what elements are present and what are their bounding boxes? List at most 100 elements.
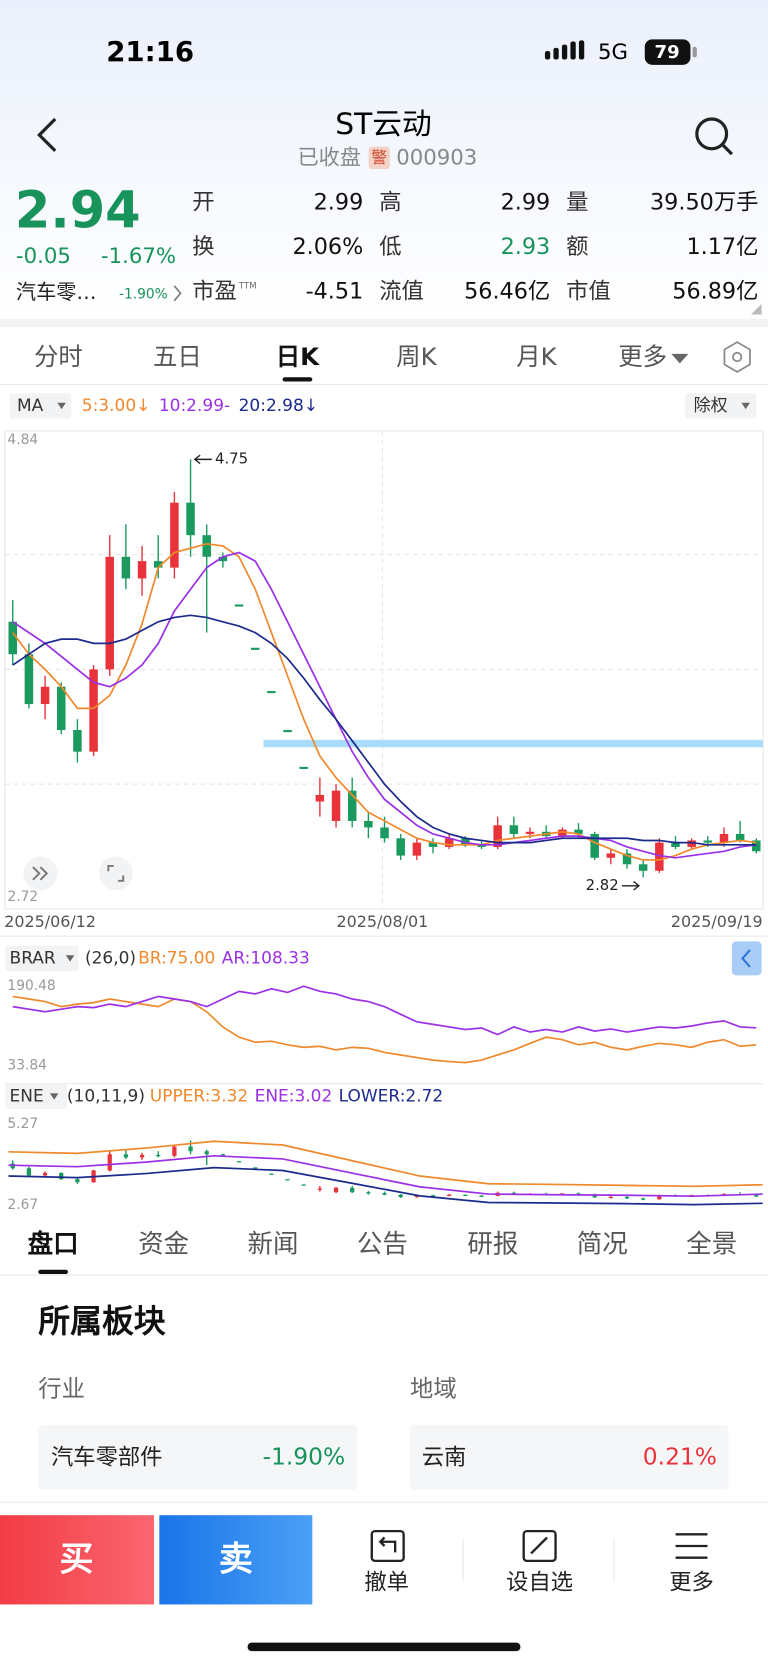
candle-body (153, 561, 163, 568)
detail-tab[interactable]: 简况 (577, 1229, 628, 1259)
detail-tab[interactable]: 资金 (138, 1229, 189, 1259)
field-label: 量 (566, 189, 588, 215)
side-tab[interactable] (731, 941, 762, 976)
side-tab-icon (741, 949, 751, 968)
candle-body (204, 1151, 209, 1155)
watch-icon (522, 1529, 557, 1563)
candle-body (59, 1172, 64, 1180)
period-tab[interactable]: 五日 (153, 342, 202, 371)
field-label: 额 (566, 234, 588, 260)
battery-level: 79 (655, 42, 680, 63)
detail-tab[interactable]: 公告 (357, 1229, 408, 1259)
candle-body (347, 790, 357, 821)
price-line (263, 739, 763, 748)
indicator-select[interactable] (9, 393, 72, 419)
region-name: 云南 (422, 1444, 467, 1470)
candle-body (253, 1167, 258, 1169)
action-label[interactable]: 更多 (669, 1570, 714, 1596)
candle-body (333, 1187, 339, 1193)
candle-body (574, 829, 583, 834)
detail-tab[interactable]: 新闻 (248, 1229, 299, 1259)
x-label: 2025/08/01 (337, 912, 429, 931)
candle-body (24, 654, 34, 705)
buy-label: 买 (59, 1539, 93, 1579)
candle-body (172, 1146, 177, 1156)
ene-select[interactable] (5, 1083, 67, 1110)
sell-button[interactable] (159, 1515, 313, 1605)
back-button[interactable] (37, 117, 57, 153)
legend-entry: ENE:3.02 (255, 1087, 333, 1107)
action-icons (370, 1529, 708, 1563)
period-tab[interactable]: 周K (396, 342, 437, 371)
high-label: 4.75 (215, 449, 248, 467)
legend-entry: 5:3.00↓ (82, 396, 151, 416)
field-value: 2.99 (501, 189, 551, 215)
legend-entry: BR:75.00 (138, 948, 215, 968)
action-label[interactable]: 撤单 (364, 1570, 409, 1596)
candle-body (299, 766, 308, 769)
candle-body (752, 840, 761, 852)
tab-underline (38, 1269, 68, 1274)
settings-icon[interactable] (723, 341, 751, 373)
y-tick-label: 190.48 (7, 978, 55, 994)
adjust-select[interactable] (685, 393, 757, 419)
candle-body (283, 730, 292, 733)
detail-tab[interactable]: 全景 (686, 1229, 737, 1259)
brar-select[interactable] (5, 945, 79, 972)
period-tab[interactable]: 月K (516, 342, 557, 371)
candle-body (463, 1194, 468, 1196)
candle-body (139, 1154, 145, 1158)
candle-body (220, 1154, 226, 1156)
candle-body (687, 840, 696, 847)
candle-body (26, 1168, 32, 1176)
period-tab[interactable]: 更多 (618, 342, 667, 371)
annotation-arrow (193, 454, 212, 465)
candle-body (622, 853, 632, 865)
market-state: 已收盘 (297, 145, 361, 170)
field-label: 换 (192, 234, 214, 260)
region-card[interactable] (410, 1424, 729, 1490)
ma-line (12, 542, 757, 861)
change: -0.05 (16, 244, 71, 269)
signal-icon (544, 40, 585, 60)
annotation-arrow (621, 880, 641, 891)
sector: 汽车零… (16, 280, 97, 304)
field-value: 39.50万手 (650, 189, 758, 215)
region-label: 地域 (410, 1374, 457, 1402)
candle-body (638, 864, 648, 871)
candle-body (89, 669, 98, 752)
industry-name: 汽车零部件 (51, 1444, 162, 1470)
candle-body (412, 842, 422, 856)
period-tab[interactable]: 日K (276, 342, 320, 371)
field-label: 市盈 (192, 279, 237, 305)
fullscreen-button[interactable] (98, 856, 133, 891)
candle-body (269, 1173, 274, 1175)
divider (4, 1083, 764, 1085)
field-value: 2.99 (314, 189, 364, 215)
detail-tab[interactable]: 研报 (467, 1229, 518, 1259)
y-tick-label: 5.27 (7, 1116, 38, 1132)
more-caret (671, 353, 689, 364)
candle-body (250, 647, 260, 650)
stock-name: ST云动 (335, 107, 432, 142)
period-tab[interactable]: 分时 (34, 342, 83, 371)
action-label[interactable]: 设自选 (506, 1570, 573, 1596)
legend-entry: 20:2.98↓ (239, 396, 318, 416)
ene-params: (10,11,9) (67, 1087, 145, 1107)
x-label: 2025/06/12 (4, 912, 96, 931)
candle-body (509, 825, 519, 834)
buy-button[interactable] (0, 1515, 155, 1605)
candle-body (105, 556, 114, 670)
sector-arrow[interactable] (173, 285, 182, 302)
candle-body (380, 827, 389, 839)
field-value: 56.46亿 (464, 279, 550, 305)
search-button[interactable] (695, 117, 734, 156)
candle-body (754, 1194, 759, 1197)
candle-body (606, 853, 616, 858)
industry-card[interactable] (38, 1424, 357, 1490)
detail-tab[interactable]: 盘口 (28, 1229, 79, 1259)
candle-body (447, 1194, 452, 1196)
candle-body (8, 621, 17, 655)
